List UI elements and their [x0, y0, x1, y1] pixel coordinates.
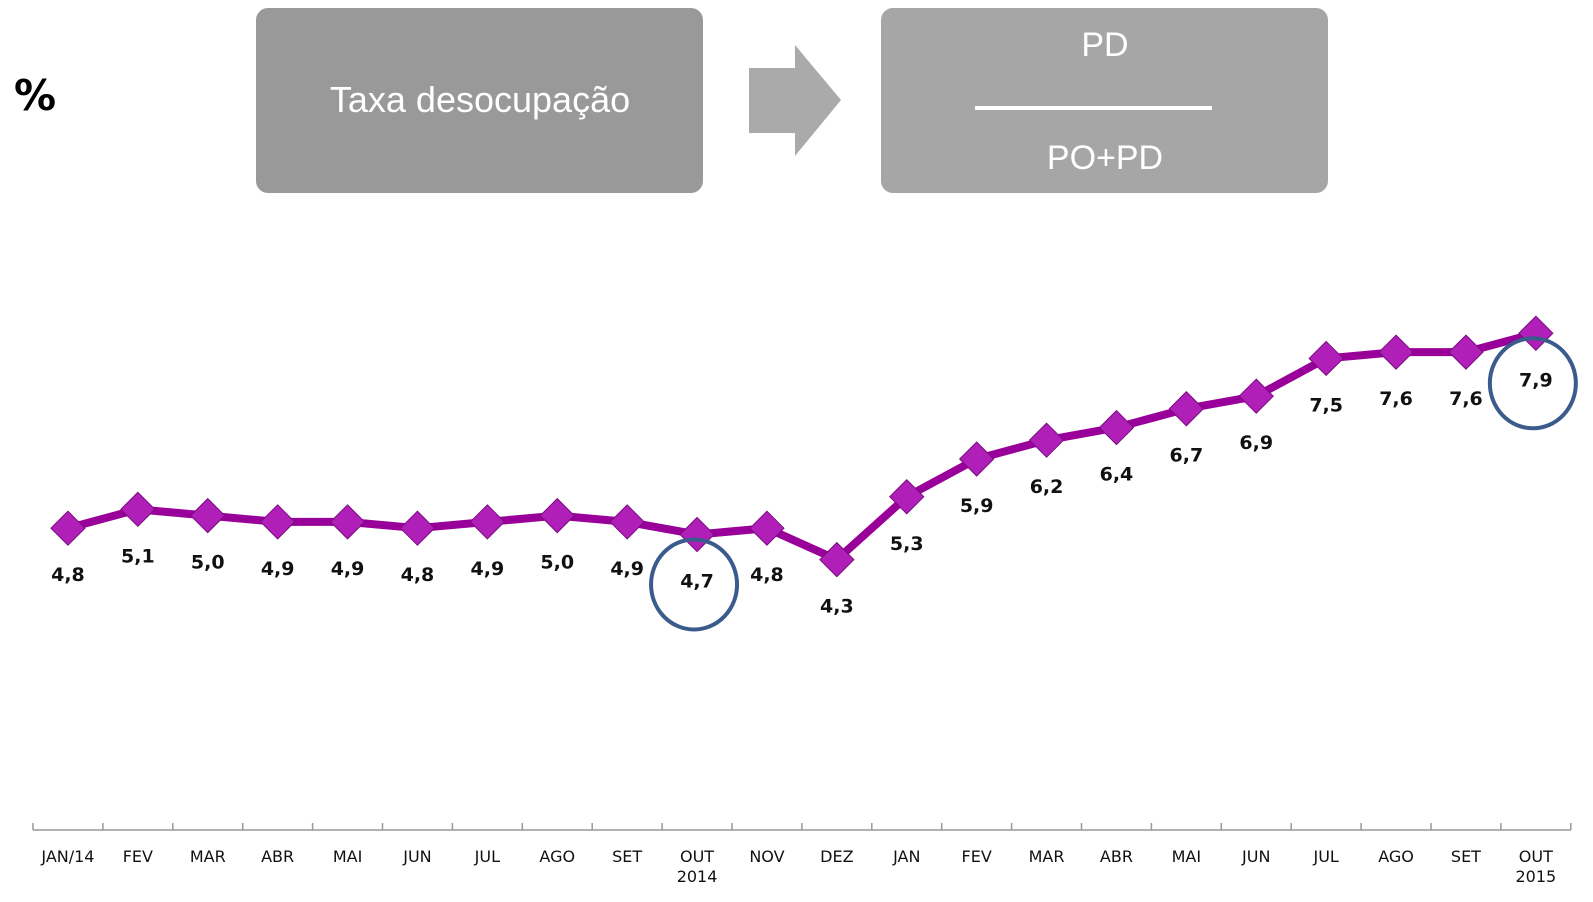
- x-tick-label: OUT 2015: [1515, 847, 1557, 886]
- x-tick-label: MAI: [1171, 847, 1202, 866]
- formula-box: [881, 8, 1328, 193]
- unit-label: %: [14, 71, 56, 120]
- value-label: 6,2: [1030, 476, 1064, 498]
- x-tick-label: SET: [1450, 847, 1481, 866]
- value-label: 4,8: [401, 564, 435, 586]
- value-label: 5,0: [540, 552, 574, 574]
- x-tick-label: FEV: [122, 847, 153, 866]
- marker: [539, 497, 575, 534]
- numerator: PD: [1081, 26, 1128, 64]
- x-tick-label: MAR: [189, 847, 226, 866]
- x-tick-label: AGO: [539, 847, 576, 866]
- marker: [1308, 340, 1344, 377]
- value-label: 4,8: [750, 564, 784, 586]
- marker: [1238, 378, 1274, 414]
- highlight-circle: [649, 537, 740, 632]
- x-tick-label: AGO: [1378, 847, 1414, 866]
- line: [66, 329, 1537, 564]
- marker: [1518, 315, 1554, 351]
- value-label: 6,4: [1100, 464, 1134, 486]
- marker: [889, 479, 925, 515]
- value-label: 7,9: [1519, 369, 1553, 391]
- value-label: 4,9: [261, 558, 295, 580]
- marker: [819, 541, 855, 578]
- value-label: 5,9: [960, 495, 994, 517]
- x-tick-label: JUL: [474, 847, 501, 866]
- marker: [190, 497, 226, 534]
- x-tick-label: DEZ: [820, 847, 854, 866]
- x-tick-label: JUN: [403, 847, 432, 866]
- value-label: 7,6: [1379, 388, 1413, 410]
- x-tick-label: MAI: [332, 847, 363, 866]
- marker: [50, 510, 86, 546]
- marker: [1378, 334, 1414, 370]
- term-box: [256, 8, 703, 193]
- marker: [259, 504, 296, 540]
- marker: [120, 491, 156, 528]
- arrow: [749, 45, 841, 156]
- marker: [469, 504, 506, 540]
- value-label: 4,9: [471, 558, 505, 580]
- x-tick-label: JUL: [1313, 847, 1339, 866]
- x-tick-label: MAR: [1028, 847, 1065, 866]
- marker: [958, 441, 995, 477]
- value-label: 5,0: [191, 552, 225, 574]
- x-tick-label: SET: [612, 847, 643, 866]
- x-tick-label: ABR: [1099, 847, 1133, 866]
- marker: [399, 510, 436, 546]
- marker: [609, 504, 645, 540]
- marker: [1168, 391, 1205, 427]
- x-tick-label: OUT 2014: [676, 847, 718, 886]
- value-label: 7,6: [1449, 388, 1483, 410]
- marker: [679, 516, 715, 553]
- marker: [1448, 334, 1484, 370]
- value-label: 6,9: [1239, 432, 1273, 454]
- value-label: 7,5: [1309, 394, 1343, 416]
- marker: [749, 510, 785, 546]
- value-label: 5,3: [890, 533, 924, 555]
- x-tick-label: JAN: [893, 847, 921, 866]
- x-tick-label: ABR: [261, 847, 295, 866]
- term: Taxa desocupação: [330, 79, 630, 120]
- value-label: 4,3: [820, 596, 854, 618]
- value-label: 4,8: [51, 564, 85, 586]
- marker: [329, 504, 366, 540]
- value-label: 4,9: [331, 558, 365, 580]
- marker: [1098, 409, 1135, 446]
- denominator: PO+PD: [1047, 139, 1163, 177]
- x-tick-label: NOV: [749, 847, 785, 866]
- value-label: 4,9: [610, 558, 644, 580]
- value-label: 4,7: [680, 570, 714, 592]
- x-tick-label: JAN/14: [41, 847, 95, 866]
- value-label: 6,7: [1170, 445, 1204, 467]
- x-tick-label: FEV: [961, 847, 992, 866]
- marker: [1028, 422, 1065, 458]
- value-label: 5,1: [121, 545, 155, 567]
- x-tick-label: JUN: [1242, 847, 1271, 866]
- highlight-circle: [1487, 336, 1578, 431]
